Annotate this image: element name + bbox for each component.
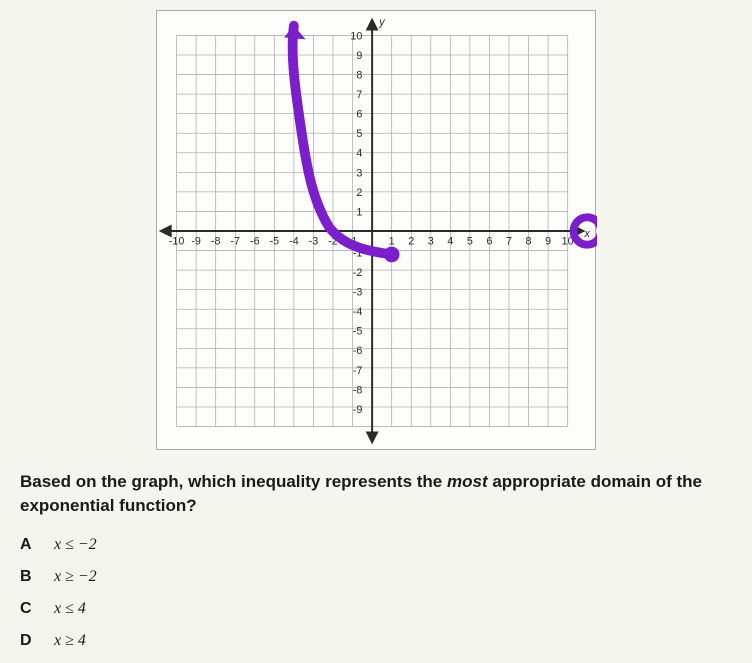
svg-text:6: 6: [486, 236, 492, 248]
svg-text:-7: -7: [230, 236, 240, 248]
choice-text: x ≤ −2: [54, 536, 97, 554]
svg-text:10: 10: [350, 30, 362, 42]
svg-text:-9: -9: [353, 404, 363, 416]
choice-a[interactable]: A x ≤ −2: [20, 536, 732, 554]
choice-letter: C: [20, 600, 38, 618]
svg-text:9: 9: [356, 50, 362, 62]
choice-letter: D: [20, 632, 38, 650]
svg-text:-6: -6: [250, 236, 260, 248]
svg-text:1: 1: [389, 236, 395, 248]
svg-text:2: 2: [356, 187, 362, 199]
svg-text:-10: -10: [169, 236, 185, 248]
svg-text:-3: -3: [353, 287, 363, 299]
svg-text:6: 6: [356, 109, 362, 121]
question-prefix: Based on the graph, which inequality rep…: [20, 472, 447, 491]
svg-text:4: 4: [356, 148, 362, 160]
choice-text: x ≥ −2: [54, 568, 97, 586]
choice-letter: A: [20, 536, 38, 554]
svg-text:5: 5: [356, 128, 362, 140]
svg-text:-4: -4: [353, 306, 363, 318]
svg-text:-5: -5: [353, 326, 363, 338]
svg-text:y: y: [378, 17, 385, 29]
choice-c[interactable]: C x ≤ 4: [20, 600, 732, 618]
svg-text:-5: -5: [270, 236, 280, 248]
question-text: Based on the graph, which inequality rep…: [20, 470, 732, 518]
svg-text:-8: -8: [353, 384, 363, 396]
svg-text:-8: -8: [211, 236, 221, 248]
svg-text:7: 7: [356, 89, 362, 101]
choice-text: x ≤ 4: [54, 600, 86, 618]
svg-text:2: 2: [408, 236, 414, 248]
svg-text:-4: -4: [289, 236, 299, 248]
svg-text:3: 3: [356, 167, 362, 179]
svg-text:-6: -6: [353, 345, 363, 357]
svg-text:-7: -7: [353, 365, 363, 377]
answer-choices: A x ≤ −2 B x ≥ −2 C x ≤ 4 D x ≥ 4: [20, 536, 732, 650]
choice-letter: B: [20, 568, 38, 586]
svg-text:8: 8: [356, 69, 362, 81]
svg-text:1: 1: [356, 206, 362, 218]
svg-text:4: 4: [447, 236, 453, 248]
svg-text:9: 9: [545, 236, 551, 248]
choice-b[interactable]: B x ≥ −2: [20, 568, 732, 586]
choice-text: x ≥ 4: [54, 632, 86, 650]
svg-text:5: 5: [467, 236, 473, 248]
svg-text:-2: -2: [353, 267, 363, 279]
svg-text:3: 3: [428, 236, 434, 248]
question-emph: most: [447, 472, 488, 491]
svg-text:-9: -9: [191, 236, 201, 248]
choice-d[interactable]: D x ≥ 4: [20, 632, 732, 650]
svg-text:x: x: [584, 228, 591, 240]
svg-text:-3: -3: [309, 236, 319, 248]
svg-text:7: 7: [506, 236, 512, 248]
svg-text:8: 8: [526, 236, 532, 248]
coordinate-graph: -10-9-8-7-6-5-4-3-2-1 12345678910 123456…: [156, 10, 596, 450]
